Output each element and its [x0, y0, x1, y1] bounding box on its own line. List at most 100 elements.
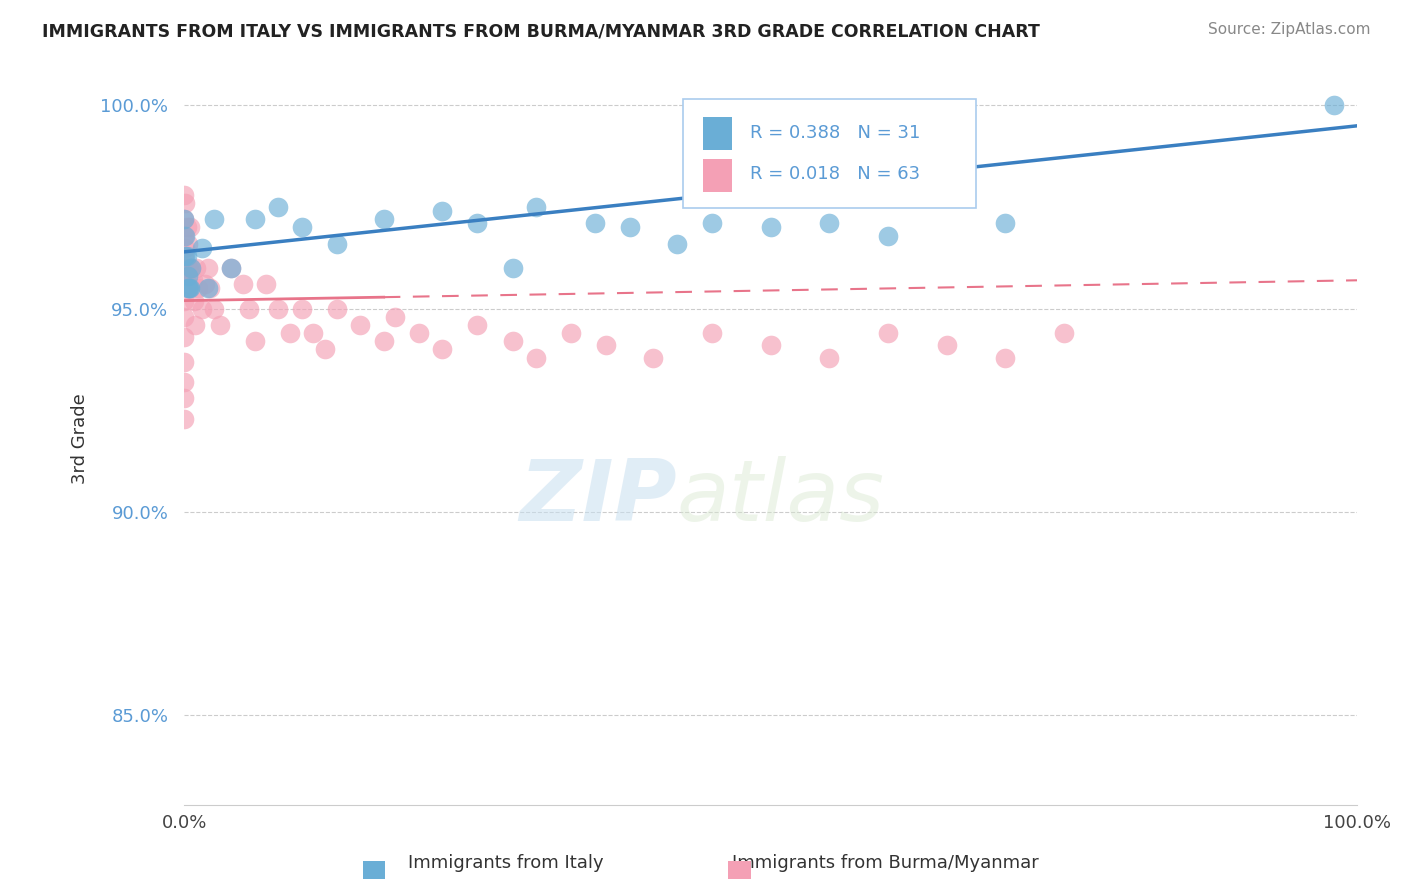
Point: [174, 196, 197, 211]
Text: IMMIGRANTS FROM ITALY VS IMMIGRANTS FROM BURMA/MYANMAR 3RD GRADE CORRELATION CHA: IMMIGRANTS FROM ITALY VS IMMIGRANTS FROM…: [42, 22, 1040, 40]
Point: [173, 330, 195, 344]
Point: [173, 269, 195, 284]
Text: R = 0.018   N = 63: R = 0.018 N = 63: [749, 165, 920, 183]
Point: [502, 261, 524, 276]
Point: [173, 293, 195, 308]
Point: [194, 277, 217, 292]
Point: [643, 351, 665, 365]
Point: [198, 281, 221, 295]
Point: [384, 310, 406, 324]
Point: [176, 249, 198, 263]
Point: [173, 212, 195, 227]
Point: [174, 249, 197, 263]
Point: [467, 318, 489, 332]
Text: Immigrants from Burma/Myanmar: Immigrants from Burma/Myanmar: [733, 855, 1039, 872]
Point: [373, 212, 395, 227]
Point: [197, 281, 219, 295]
Text: ZIP: ZIP: [519, 456, 676, 539]
Point: [502, 334, 524, 349]
Point: [202, 212, 225, 227]
Point: [759, 220, 782, 235]
Point: [173, 188, 195, 202]
Point: [326, 236, 349, 251]
Point: [524, 351, 547, 365]
Point: [191, 301, 214, 316]
Point: [291, 220, 314, 235]
Point: [408, 326, 430, 340]
Point: [176, 220, 198, 235]
Point: [302, 326, 325, 340]
Point: [184, 318, 207, 332]
Point: [595, 338, 617, 352]
Point: [243, 212, 266, 227]
Point: [583, 216, 606, 230]
Point: [202, 301, 225, 316]
Point: [326, 301, 349, 316]
Text: atlas: atlas: [676, 456, 884, 539]
Point: [432, 343, 454, 357]
Text: Source: ZipAtlas.com: Source: ZipAtlas.com: [1208, 22, 1371, 37]
Point: [243, 334, 266, 349]
Point: [173, 212, 195, 227]
Point: [1053, 326, 1076, 340]
Point: [177, 281, 200, 295]
Point: [177, 269, 200, 284]
Y-axis label: 3rd Grade: 3rd Grade: [72, 393, 89, 484]
Text: R = 0.388   N = 31: R = 0.388 N = 31: [749, 124, 920, 142]
Text: Immigrants from Italy: Immigrants from Italy: [408, 855, 605, 872]
Point: [174, 261, 197, 276]
Point: [173, 411, 195, 425]
Point: [994, 216, 1017, 230]
Point: [291, 301, 314, 316]
Point: [314, 343, 336, 357]
Point: [179, 281, 201, 295]
Point: [173, 310, 195, 324]
Point: [818, 216, 841, 230]
Point: [877, 326, 900, 340]
Point: [219, 261, 242, 276]
Point: [173, 375, 195, 389]
Point: [173, 249, 195, 263]
Point: [935, 338, 957, 352]
Point: [278, 326, 301, 340]
Point: [994, 351, 1017, 365]
Point: [184, 261, 207, 276]
Point: [177, 281, 200, 295]
Point: [177, 236, 200, 251]
Point: [177, 277, 200, 292]
Point: [818, 351, 841, 365]
Point: [191, 241, 214, 255]
Point: [254, 277, 277, 292]
Point: [180, 261, 202, 276]
Point: [267, 301, 290, 316]
Point: [208, 318, 231, 332]
FancyBboxPatch shape: [683, 99, 976, 209]
Point: [700, 326, 723, 340]
Point: [619, 220, 641, 235]
Point: [759, 338, 782, 352]
Point: [232, 277, 254, 292]
Point: [349, 318, 371, 332]
Point: [1322, 98, 1344, 112]
Point: [183, 293, 205, 308]
Bar: [703, 117, 733, 150]
Point: [524, 200, 547, 214]
Point: [267, 200, 290, 214]
Point: [179, 220, 201, 235]
Point: [174, 228, 197, 243]
Point: [177, 261, 200, 276]
Point: [467, 216, 489, 230]
Point: [177, 261, 200, 276]
Point: [238, 301, 260, 316]
Point: [181, 273, 204, 287]
Point: [700, 216, 723, 230]
Point: [665, 236, 688, 251]
Point: [180, 261, 202, 276]
Point: [173, 228, 195, 243]
Point: [373, 334, 395, 349]
Point: [219, 261, 242, 276]
Point: [174, 241, 197, 255]
Point: [187, 281, 209, 295]
Point: [176, 261, 198, 276]
Bar: [703, 159, 733, 192]
